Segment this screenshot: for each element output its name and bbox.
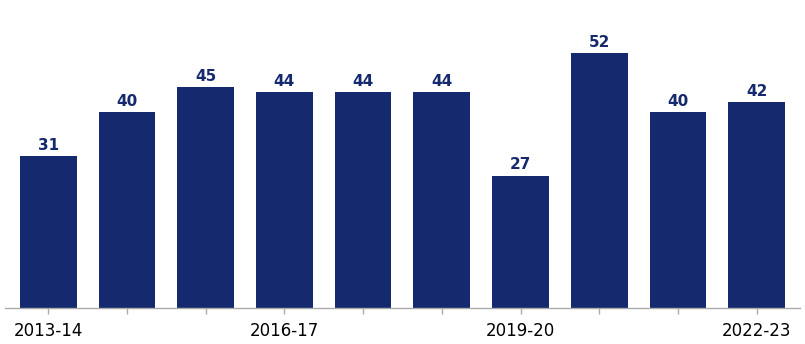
Bar <box>571 53 628 308</box>
Text: 42: 42 <box>746 84 767 99</box>
Bar <box>177 87 234 308</box>
Text: 44: 44 <box>274 74 295 89</box>
Text: 52: 52 <box>588 35 610 50</box>
Text: 31: 31 <box>38 138 59 153</box>
Bar <box>729 102 785 308</box>
Bar <box>20 156 76 308</box>
Text: 40: 40 <box>667 94 688 108</box>
Bar <box>256 92 312 308</box>
Bar <box>335 92 391 308</box>
Text: 45: 45 <box>195 69 217 84</box>
Text: 40: 40 <box>116 94 138 108</box>
Bar <box>98 112 155 308</box>
Bar <box>492 176 549 308</box>
Text: 44: 44 <box>431 74 452 89</box>
Text: 27: 27 <box>510 157 531 172</box>
Bar <box>650 112 706 308</box>
Bar <box>414 92 470 308</box>
Text: 44: 44 <box>353 74 374 89</box>
